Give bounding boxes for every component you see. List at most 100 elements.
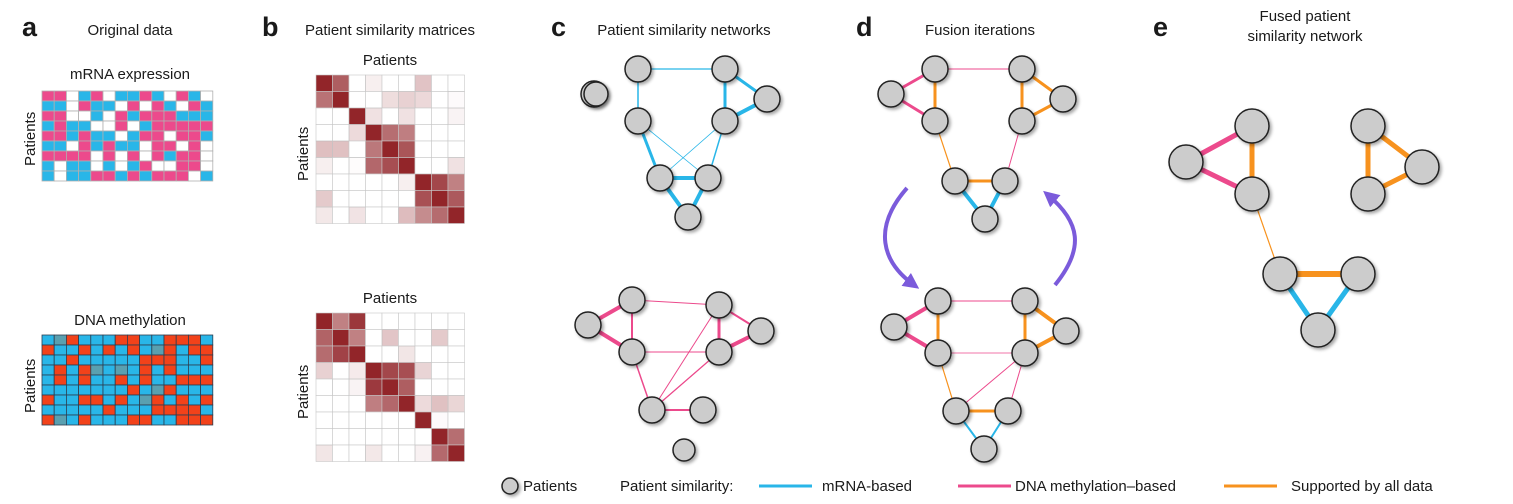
heatmap-cell xyxy=(41,344,55,356)
patient-node xyxy=(921,55,949,83)
patient-node xyxy=(1350,108,1386,144)
matrix-cell xyxy=(431,206,449,224)
matrix-cell xyxy=(332,428,350,446)
patient-node xyxy=(618,286,646,314)
heatmap-cell xyxy=(78,120,92,132)
heatmap-cell xyxy=(90,110,104,122)
heatmap-cell xyxy=(151,384,165,396)
heatmap-cell xyxy=(163,130,177,142)
matrix-cell xyxy=(381,190,399,208)
panel-e-title-line1: Fused patient xyxy=(1259,8,1351,25)
heatmap-cell xyxy=(163,120,177,132)
network-edge xyxy=(651,351,720,411)
heatmap-cell xyxy=(66,140,80,152)
heatmap-cell xyxy=(200,170,214,182)
heatmap-cell xyxy=(163,90,177,102)
heatmap-cell xyxy=(175,130,189,142)
matrix-cell xyxy=(431,378,449,396)
heatmap-cell xyxy=(151,90,165,102)
patient-node xyxy=(711,55,739,83)
heatmap-cell xyxy=(90,160,104,172)
matrix-cell xyxy=(414,329,432,347)
heatmap-cell xyxy=(66,90,80,102)
heatmap-cell xyxy=(78,140,92,152)
heatmap-cell xyxy=(163,404,177,416)
heatmap-cell xyxy=(200,344,214,356)
heatmap-cell xyxy=(102,130,116,142)
matrix-cell xyxy=(381,395,399,413)
matrix-cell xyxy=(315,206,333,224)
heatmap-cell xyxy=(114,160,128,172)
matrix-cell xyxy=(381,91,399,109)
matrix-cell xyxy=(332,444,350,462)
heatmap-cell xyxy=(66,130,80,142)
patient-node xyxy=(1340,256,1376,292)
matrix-cell xyxy=(431,74,449,92)
matrix-cell xyxy=(315,411,333,429)
heatmap-cell xyxy=(139,364,153,376)
matrix-cell xyxy=(447,157,465,175)
matrix-cell xyxy=(365,190,383,208)
legend-similarity-text: Patient similarity: xyxy=(620,478,734,495)
heatmap-cell xyxy=(41,150,55,162)
patient-node xyxy=(942,397,970,425)
panel-d-letter: d xyxy=(856,12,873,42)
heatmap-cell xyxy=(151,354,165,366)
heatmap-cell xyxy=(102,394,116,406)
matrix-cell xyxy=(398,124,416,142)
patient-node xyxy=(1011,287,1039,315)
heatmap-cell xyxy=(53,344,67,356)
matrix-cell xyxy=(348,362,366,380)
matrix-cell xyxy=(348,157,366,175)
heatmap-cell xyxy=(53,170,67,182)
matrix-cell xyxy=(365,173,383,191)
matrix-cell xyxy=(365,91,383,109)
heatmap-cell xyxy=(90,354,104,366)
matrix-cell xyxy=(381,329,399,347)
patient-node xyxy=(646,164,674,192)
heatmap-cell xyxy=(163,160,177,172)
matrix-cell xyxy=(447,362,465,380)
patient-node xyxy=(924,339,952,367)
heatmap-cell xyxy=(102,374,116,386)
matrix-cell xyxy=(332,312,350,330)
matrix-cell xyxy=(398,157,416,175)
matrix-cell xyxy=(414,345,432,363)
heatmap-cell xyxy=(53,334,67,346)
matrix-cell xyxy=(365,411,383,429)
heatmap-cell xyxy=(102,150,116,162)
matrix-cell xyxy=(332,411,350,429)
heatmap-cell xyxy=(163,170,177,182)
matrix-cell xyxy=(365,444,383,462)
legend-graphics xyxy=(501,477,1277,495)
heatmap-cell xyxy=(66,374,80,386)
matrix-cell xyxy=(398,444,416,462)
heatmap-cell xyxy=(66,354,80,366)
matrix-cell xyxy=(447,190,465,208)
heatmap-cell xyxy=(114,374,128,386)
heatmap-cell xyxy=(163,334,177,346)
heatmap-cell xyxy=(175,110,189,122)
heatmap-cell xyxy=(175,344,189,356)
matrix-cell xyxy=(381,362,399,380)
matrix-cell xyxy=(431,428,449,446)
heatmap-cell xyxy=(127,364,141,376)
heatmap-cell xyxy=(139,170,153,182)
matrix-cell xyxy=(348,411,366,429)
heatmap-cell xyxy=(53,160,67,172)
heatmap-cell xyxy=(187,120,201,132)
heatmap-cell xyxy=(175,90,189,102)
matrix-cell xyxy=(365,206,383,224)
heatmap-cell xyxy=(53,110,67,122)
patient-node xyxy=(705,338,733,366)
heatmap-cell xyxy=(78,90,92,102)
heatmap-cell xyxy=(151,150,165,162)
heatmap-cell xyxy=(151,344,165,356)
matrix-cell xyxy=(315,124,333,142)
patient-node xyxy=(753,85,781,113)
heatmap-cell xyxy=(175,160,189,172)
fusion-arrows xyxy=(883,186,1077,289)
heatmap-cell xyxy=(187,100,201,112)
patient-node xyxy=(971,205,999,233)
heatmap-cell xyxy=(127,354,141,366)
